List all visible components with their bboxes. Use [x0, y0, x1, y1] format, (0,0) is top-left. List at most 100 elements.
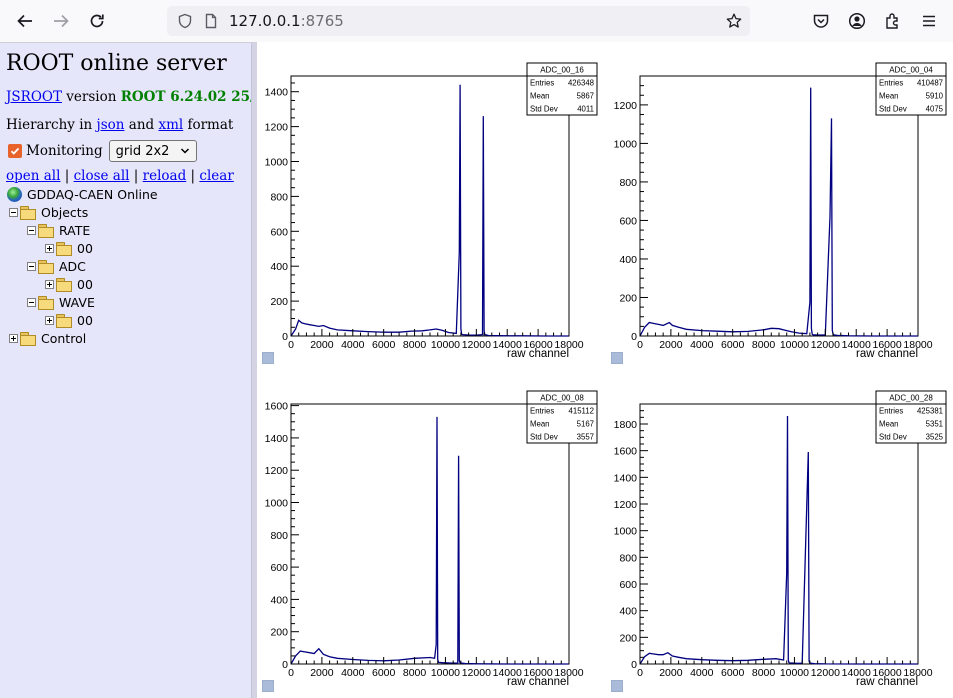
layout-select[interactable]: grid 2x2 [108, 140, 197, 162]
stats-label: Std Dev [530, 105, 558, 114]
forward-arrow-icon[interactable] [49, 9, 73, 33]
pad-menu-button[interactable] [611, 352, 623, 364]
globe-icon [7, 186, 22, 202]
x-tick-label: 2000 [659, 339, 683, 351]
xml-link[interactable]: xml [158, 117, 184, 133]
extensions-icon[interactable] [881, 9, 905, 33]
stats-box [526, 62, 598, 116]
tree-item-label: 00 [77, 276, 93, 292]
stats-value: 3525 [926, 433, 944, 442]
expand-icon[interactable] [45, 279, 54, 289]
x-axis-label: raw channel [856, 676, 918, 688]
tree-item-adc-00[interactable]: 00 [45, 275, 93, 293]
tree-item-wave[interactable]: WAVE [27, 293, 95, 311]
expand-icon[interactable] [45, 243, 54, 253]
expand-icon[interactable] [9, 333, 18, 343]
stats-label: Mean [879, 420, 899, 429]
collapse-icon[interactable] [27, 261, 36, 271]
y-tick-label: 200 [619, 632, 637, 644]
x-tick-label: 4000 [690, 667, 714, 679]
plot-frame [639, 403, 919, 665]
stats-value: 5910 [926, 92, 944, 101]
url-host: 127.0.0.1 [229, 12, 301, 30]
canvas-pad-3[interactable]: 0 2000 4000 6000 8000 10000 12000 14000 16000 180… [257, 370, 607, 698]
canvas-pad-4[interactable]: 0 2000 4000 6000 8000 10000 12000 14000 16000 180… [606, 370, 953, 698]
tree-item-label: 00 [77, 312, 93, 328]
y-tick-label: 1400 [265, 433, 289, 445]
y-tick-label: 0 [282, 331, 288, 343]
and-word: and [128, 117, 155, 133]
version-word: version [66, 89, 117, 105]
tree-item-control[interactable]: Control [9, 329, 86, 347]
y-tick-label: 1800 [614, 419, 638, 431]
x-tick-label: 16000 [524, 667, 553, 679]
folder-icon [56, 313, 72, 328]
histogram-adc-00-16[interactable]: 0 2000 4000 6000 8000 10000 12000 14000 16000 180… [257, 42, 607, 370]
x-tick-label: 0 [288, 667, 294, 679]
jsroot-link[interactable]: JSROOT [6, 89, 62, 105]
pad-menu-button[interactable] [262, 680, 274, 692]
histogram-adc-00-04[interactable]: 0 2000 4000 6000 8000 10000 12000 14000 16000 180… [606, 42, 953, 370]
pocket-icon[interactable] [809, 9, 833, 33]
y-tick-label: 1200 [614, 100, 638, 112]
menu-icon[interactable] [917, 9, 941, 33]
reload-link[interactable]: reload [142, 168, 187, 184]
stats-label: Std Dev [879, 105, 907, 114]
y-tick-label: 400 [619, 606, 637, 618]
canvas-pad-2[interactable]: 0 2000 4000 6000 8000 10000 12000 14000 16000 180… [606, 42, 953, 370]
y-tick-label: 600 [619, 215, 637, 227]
star-icon[interactable] [726, 13, 742, 29]
canvas-pad-1[interactable]: 0 2000 4000 6000 8000 10000 12000 14000 16000 180… [257, 42, 607, 370]
page-title: ROOT online server [6, 51, 227, 76]
monitoring-label: Monitoring [26, 143, 103, 159]
page-icon[interactable] [203, 13, 219, 29]
x-tick-label: 18000 [554, 339, 583, 351]
stats-value: 410487 [917, 79, 943, 88]
collapse-icon[interactable] [9, 207, 18, 217]
account-icon[interactable] [845, 9, 869, 33]
open-all-link[interactable]: open all [6, 168, 61, 184]
shield-icon[interactable] [177, 13, 193, 29]
tree-item-objects[interactable]: Objects [9, 203, 88, 221]
y-tick-label: 600 [619, 579, 637, 591]
histogram-line [290, 84, 569, 337]
histogram-adc-00-08[interactable]: 0 2000 4000 6000 8000 10000 12000 14000 16000 180… [257, 370, 607, 698]
hierarchy-format-line: Hierarchy in json and xml format [6, 117, 233, 133]
x-tick-label: 14000 [842, 339, 871, 351]
histogram-adc-00-28[interactable]: 0 2000 4000 6000 8000 10000 12000 14000 16000 180… [606, 370, 953, 698]
tree-item-label: RATE [59, 222, 91, 238]
tree-item-wave-00[interactable]: 00 [45, 311, 93, 329]
collapse-icon[interactable] [27, 297, 36, 307]
back-arrow-icon[interactable] [13, 9, 37, 33]
stats-label: Mean [530, 92, 550, 101]
tree-item-adc[interactable]: ADC [27, 257, 86, 275]
collapse-icon[interactable] [27, 225, 36, 235]
folder-open-icon [20, 205, 36, 220]
monitoring-checkbox[interactable] [8, 144, 22, 158]
pad-menu-button[interactable] [611, 680, 623, 692]
expand-icon[interactable] [45, 315, 54, 325]
panel-splitter[interactable] [251, 43, 257, 698]
tree-item-root[interactable]: GDDAQ-CAEN Online [7, 185, 158, 203]
url-bar[interactable]: 127.0.0.1:8765 [167, 6, 750, 36]
pad-menu-button[interactable] [262, 352, 274, 364]
stats-box [875, 390, 947, 444]
clear-link[interactable]: clear [199, 168, 234, 184]
tree-item-rate[interactable]: RATE [27, 221, 90, 239]
separator: | [190, 168, 196, 184]
tree-item-rate-00[interactable]: 00 [45, 239, 93, 257]
folder-icon [56, 277, 72, 292]
x-tick-label: 16000 [873, 667, 902, 679]
json-link[interactable]: json [96, 117, 125, 133]
x-tick-label: 8000 [403, 339, 427, 351]
reload-icon[interactable] [85, 9, 109, 33]
folder-open-icon [38, 295, 54, 310]
stats-value: 5167 [577, 420, 594, 429]
close-all-link[interactable]: close all [73, 168, 130, 184]
stats-value: 5867 [577, 92, 594, 101]
tree-item-label: Control [41, 330, 87, 346]
url-text[interactable]: 127.0.0.1:8765 [229, 12, 344, 30]
x-tick-label: 8000 [403, 667, 427, 679]
tree-item-label: GDDAQ-CAEN Online [27, 186, 158, 202]
x-axis-label: raw channel [507, 676, 569, 688]
